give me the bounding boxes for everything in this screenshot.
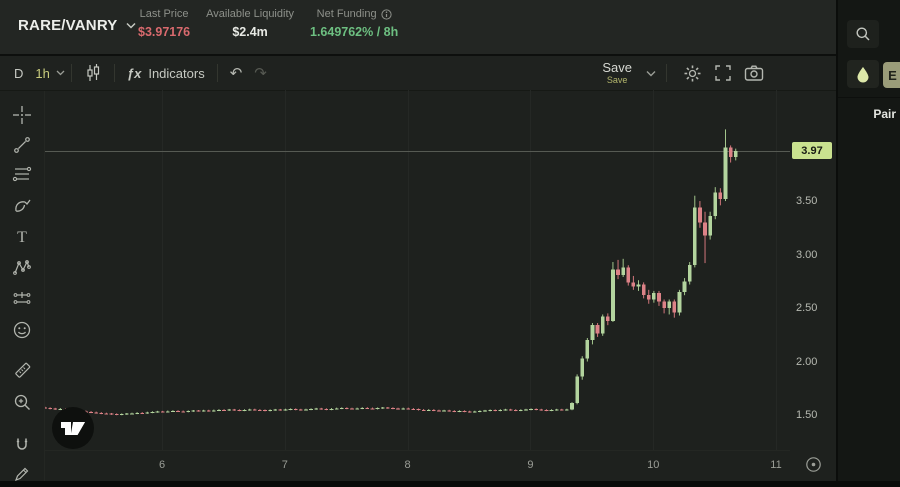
chart-area[interactable]	[45, 90, 790, 450]
sidebar-divider	[838, 97, 900, 98]
pair-selector[interactable]: RARE/VANRY	[18, 17, 136, 34]
droplet-icon	[857, 66, 869, 82]
chevron-down-icon[interactable]	[56, 70, 65, 76]
settings-button[interactable]	[677, 64, 708, 83]
liquidity-value: $2.4m	[232, 25, 268, 39]
sidebar-partial-button[interactable]: E	[883, 62, 900, 88]
stat-available-liquidity: Available Liquidity $2.4m	[206, 8, 294, 39]
droplet-button[interactable]	[847, 60, 879, 88]
price-tick-label: 2.00	[796, 355, 818, 368]
time-tick-label: 9	[527, 459, 534, 471]
edit-pencil[interactable]	[10, 462, 34, 486]
emoji[interactable]	[10, 318, 34, 342]
toolbar-divider	[70, 64, 72, 82]
time-axis[interactable]: 6 7 8 9 10 11	[45, 450, 821, 482]
pair-panel-label: Pair	[873, 107, 896, 121]
indicators-label: Indicators	[148, 65, 205, 81]
axis-settings-button[interactable]	[805, 456, 822, 473]
gear-icon	[684, 65, 701, 81]
text[interactable]: T	[10, 225, 34, 249]
indicators-button[interactable]: ƒx Indicators	[121, 66, 211, 81]
time-tick-label: 6	[158, 459, 166, 471]
timeframe-daily-button[interactable]: D	[14, 65, 24, 81]
fx-icon: ƒx	[126, 65, 142, 81]
projection[interactable]	[10, 287, 34, 311]
xabcd-pattern[interactable]	[10, 256, 34, 280]
screenshot-button[interactable]	[738, 64, 770, 82]
fullscreen-icon	[715, 65, 731, 81]
header-bar: RARE/VANRY Last Price $3.97176 Available…	[0, 0, 836, 54]
stat-label: Net Funding	[316, 8, 377, 20]
stat-net-funding: Net Funding 1.649762% / 8h	[310, 8, 398, 39]
candlestick-icon	[87, 64, 99, 81]
save-label: Save	[602, 60, 632, 75]
toolbar-divider	[666, 64, 667, 82]
pair-name: RARE/VANRY	[18, 17, 118, 34]
undo-button[interactable]: ↶	[229, 65, 243, 82]
brush[interactable]	[10, 194, 34, 218]
market-stats: Last Price $3.97176 Available Liquidity …	[138, 8, 398, 39]
price-axis[interactable]: 3.97 1.50 2.00 2.50 3.00 3.50	[790, 90, 836, 450]
price-tick-label: 1.50	[796, 409, 818, 422]
timeframe-active-button[interactable]: 1h	[35, 65, 50, 81]
toolbar-divider	[113, 64, 115, 82]
stat-last-price: Last Price $3.97176	[138, 8, 190, 39]
candlestick-chart[interactable]	[45, 90, 790, 450]
ruler[interactable]	[10, 359, 34, 383]
zoom-in[interactable]	[10, 390, 34, 414]
price-tick-label: 2.50	[796, 302, 818, 315]
search-icon	[856, 27, 870, 41]
last-price-value: $3.97176	[138, 25, 191, 39]
stat-label: Last Price	[139, 8, 189, 20]
funding-value: 1.649762% / 8h	[310, 25, 399, 39]
bottom-strip	[0, 481, 900, 487]
redo-button[interactable]: ↷	[254, 65, 267, 82]
fullscreen-button[interactable]	[708, 64, 738, 82]
time-tick-label: 10	[647, 459, 660, 471]
chart-toolbar: D 1h ƒx Indicators ↶ ↷ Save Save	[0, 56, 836, 91]
search-button[interactable]	[847, 20, 879, 48]
header-divider	[0, 54, 836, 56]
save-button[interactable]: Save Save	[602, 61, 632, 85]
trend-line[interactable]	[10, 133, 34, 157]
toolbar-divider	[216, 64, 218, 82]
time-tick-label: 11	[770, 459, 782, 471]
last-price-badge: 3.97	[792, 142, 832, 160]
right-sidebar: E Pair	[836, 0, 900, 487]
chevron-down-icon[interactable]	[646, 70, 656, 77]
price-tick-label: 3.00	[796, 248, 818, 261]
price-tick-label: 3.50	[796, 195, 818, 208]
time-tick-label: 7	[281, 459, 288, 471]
crosshair[interactable]	[10, 103, 34, 127]
stat-label: Available Liquidity	[206, 8, 294, 20]
fib-retracement[interactable]	[10, 163, 34, 187]
camera-icon	[744, 65, 764, 81]
chevron-down-icon	[125, 22, 136, 29]
save-sub-label: Save	[606, 75, 628, 85]
magnet[interactable]	[10, 433, 34, 457]
time-tick-label: 8	[404, 459, 411, 471]
tradingview-logo[interactable]	[51, 406, 95, 450]
info-icon[interactable]	[380, 8, 392, 20]
candle-style-button[interactable]	[78, 63, 108, 83]
svg-text:T: T	[17, 229, 27, 246]
drawing-tool-rail: T ‹	[0, 91, 45, 482]
